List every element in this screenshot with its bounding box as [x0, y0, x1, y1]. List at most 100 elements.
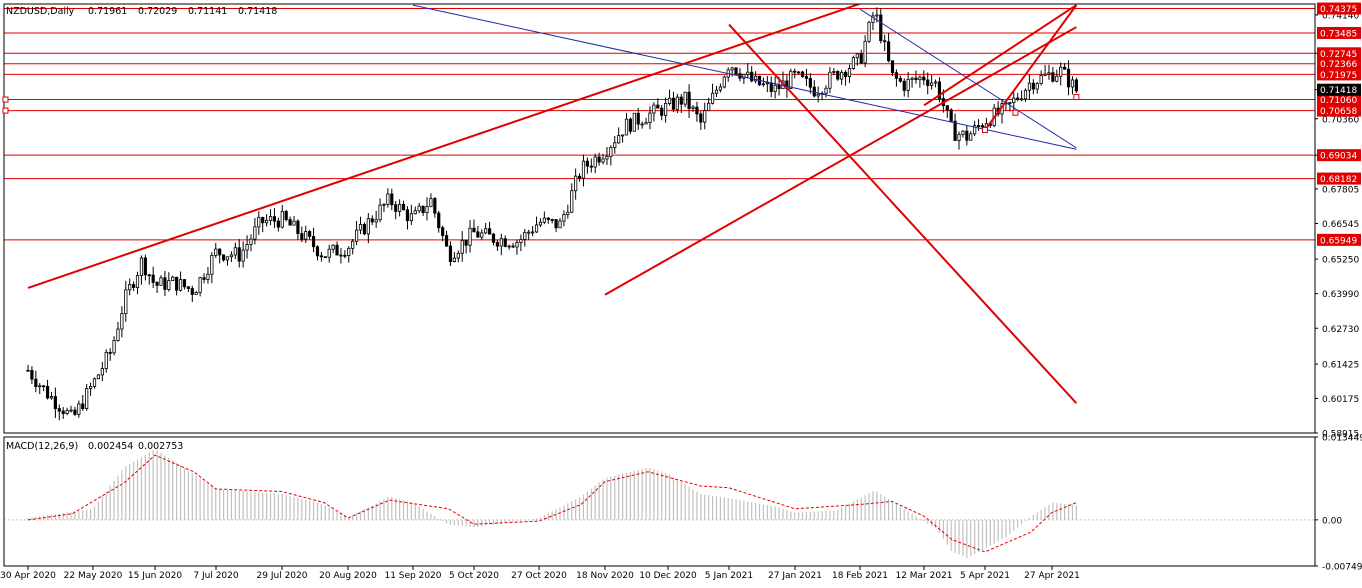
candle-body — [597, 156, 601, 163]
candle-body — [452, 257, 456, 262]
candle-body — [386, 193, 390, 205]
candle-body — [710, 92, 715, 104]
candle-body — [1070, 79, 1075, 88]
candle-body — [339, 254, 343, 257]
candle-body — [155, 281, 159, 286]
candle-body — [491, 233, 496, 243]
candle-body — [523, 231, 527, 240]
candle-body — [812, 86, 816, 97]
candle-body — [417, 205, 421, 212]
candle-body — [930, 82, 934, 86]
candle-body — [847, 68, 852, 77]
candle-body — [863, 40, 867, 64]
candle-body — [828, 71, 832, 89]
candle-body — [531, 231, 535, 234]
candle-body — [268, 216, 273, 221]
candle-body — [644, 122, 648, 125]
candle-body — [198, 277, 202, 293]
candle-body — [1027, 82, 1032, 91]
candle-body — [933, 81, 938, 84]
candle-body — [515, 242, 519, 248]
candle-body — [707, 102, 711, 112]
time-axis-label: 30 Apr 2020 — [0, 571, 56, 581]
candle-body — [648, 112, 652, 123]
candle-body — [656, 104, 660, 109]
candle-body — [358, 224, 363, 231]
candle-body — [257, 216, 261, 228]
candle-body — [718, 86, 722, 91]
candle-body — [667, 97, 672, 104]
candle-body — [1023, 89, 1028, 100]
level-price-text: 0.71975 — [1320, 71, 1357, 81]
macd-panel[interactable] — [4, 450, 1315, 558]
macd-axis-label: 0.013449 — [1322, 434, 1362, 444]
candle-body — [976, 125, 981, 127]
price-axis-label: 0.67805 — [1322, 185, 1359, 195]
candle-body — [671, 97, 676, 110]
candle-body — [797, 71, 801, 74]
candle-body — [456, 252, 460, 259]
trendline-red — [984, 4, 1078, 131]
candle-body — [261, 216, 265, 224]
candle-body — [687, 91, 691, 109]
level-price-text: 0.71060 — [1320, 96, 1357, 106]
candle-body — [272, 216, 277, 222]
candle-body — [288, 219, 292, 226]
candle-body — [890, 60, 895, 74]
level-price-text: 0.73485 — [1320, 29, 1357, 39]
candle-body — [871, 15, 875, 23]
candle-body — [69, 409, 73, 412]
candle-body — [906, 79, 910, 91]
level-price-badge — [1317, 104, 1361, 117]
candle-body — [124, 289, 128, 314]
candle-body — [691, 106, 695, 109]
candle-body — [793, 70, 797, 73]
trendline-handle — [982, 127, 988, 134]
candle-body — [366, 218, 370, 235]
candle-body — [218, 248, 222, 256]
macd-axis-label: -0.007491 — [1322, 563, 1362, 573]
candle-body — [81, 403, 85, 409]
macd-label: MACD(12,26,9) — [6, 441, 78, 452]
candle-body — [926, 79, 930, 86]
candle-body — [190, 288, 194, 295]
candle-body — [867, 21, 871, 42]
candle-body — [1055, 75, 1059, 82]
price-axis-label: 0.60175 — [1322, 395, 1359, 405]
time-axis-label: 27 Oct 2020 — [511, 571, 567, 581]
candle-body — [855, 53, 859, 59]
candle-body — [534, 224, 539, 233]
level-price-text: 0.74375 — [1320, 5, 1357, 15]
price-axis-label: 0.62730 — [1322, 325, 1359, 335]
candle-body — [570, 190, 574, 213]
trendline-red — [27, 4, 861, 289]
candle-body — [61, 410, 65, 414]
candle-body — [128, 284, 132, 291]
candle-body — [652, 104, 656, 114]
candle-body — [902, 80, 906, 91]
candle-body — [112, 340, 116, 354]
candle-body — [527, 231, 531, 234]
candle-body — [914, 77, 918, 81]
candle-body — [620, 134, 625, 137]
candle-body — [26, 369, 30, 372]
candle-body — [135, 275, 140, 288]
candle-body — [519, 239, 523, 243]
candle-body — [85, 388, 89, 409]
time-axis-label: 5 Jan 2021 — [705, 571, 753, 581]
candle-body — [159, 277, 163, 286]
candle-body — [824, 87, 828, 94]
candle-body — [1012, 97, 1016, 103]
candle-body — [499, 238, 503, 247]
high-value: 0.72029 — [138, 6, 177, 17]
candle-body — [464, 239, 468, 246]
candle-body — [730, 67, 734, 71]
candle-body — [104, 351, 108, 369]
price-panel[interactable] — [4, 4, 1315, 421]
candle-body — [832, 71, 836, 73]
candle-body — [335, 244, 339, 256]
candle-body — [487, 228, 492, 235]
candle-body — [789, 70, 793, 89]
low-value: 0.71141 — [188, 6, 227, 17]
candle-body — [77, 403, 81, 415]
